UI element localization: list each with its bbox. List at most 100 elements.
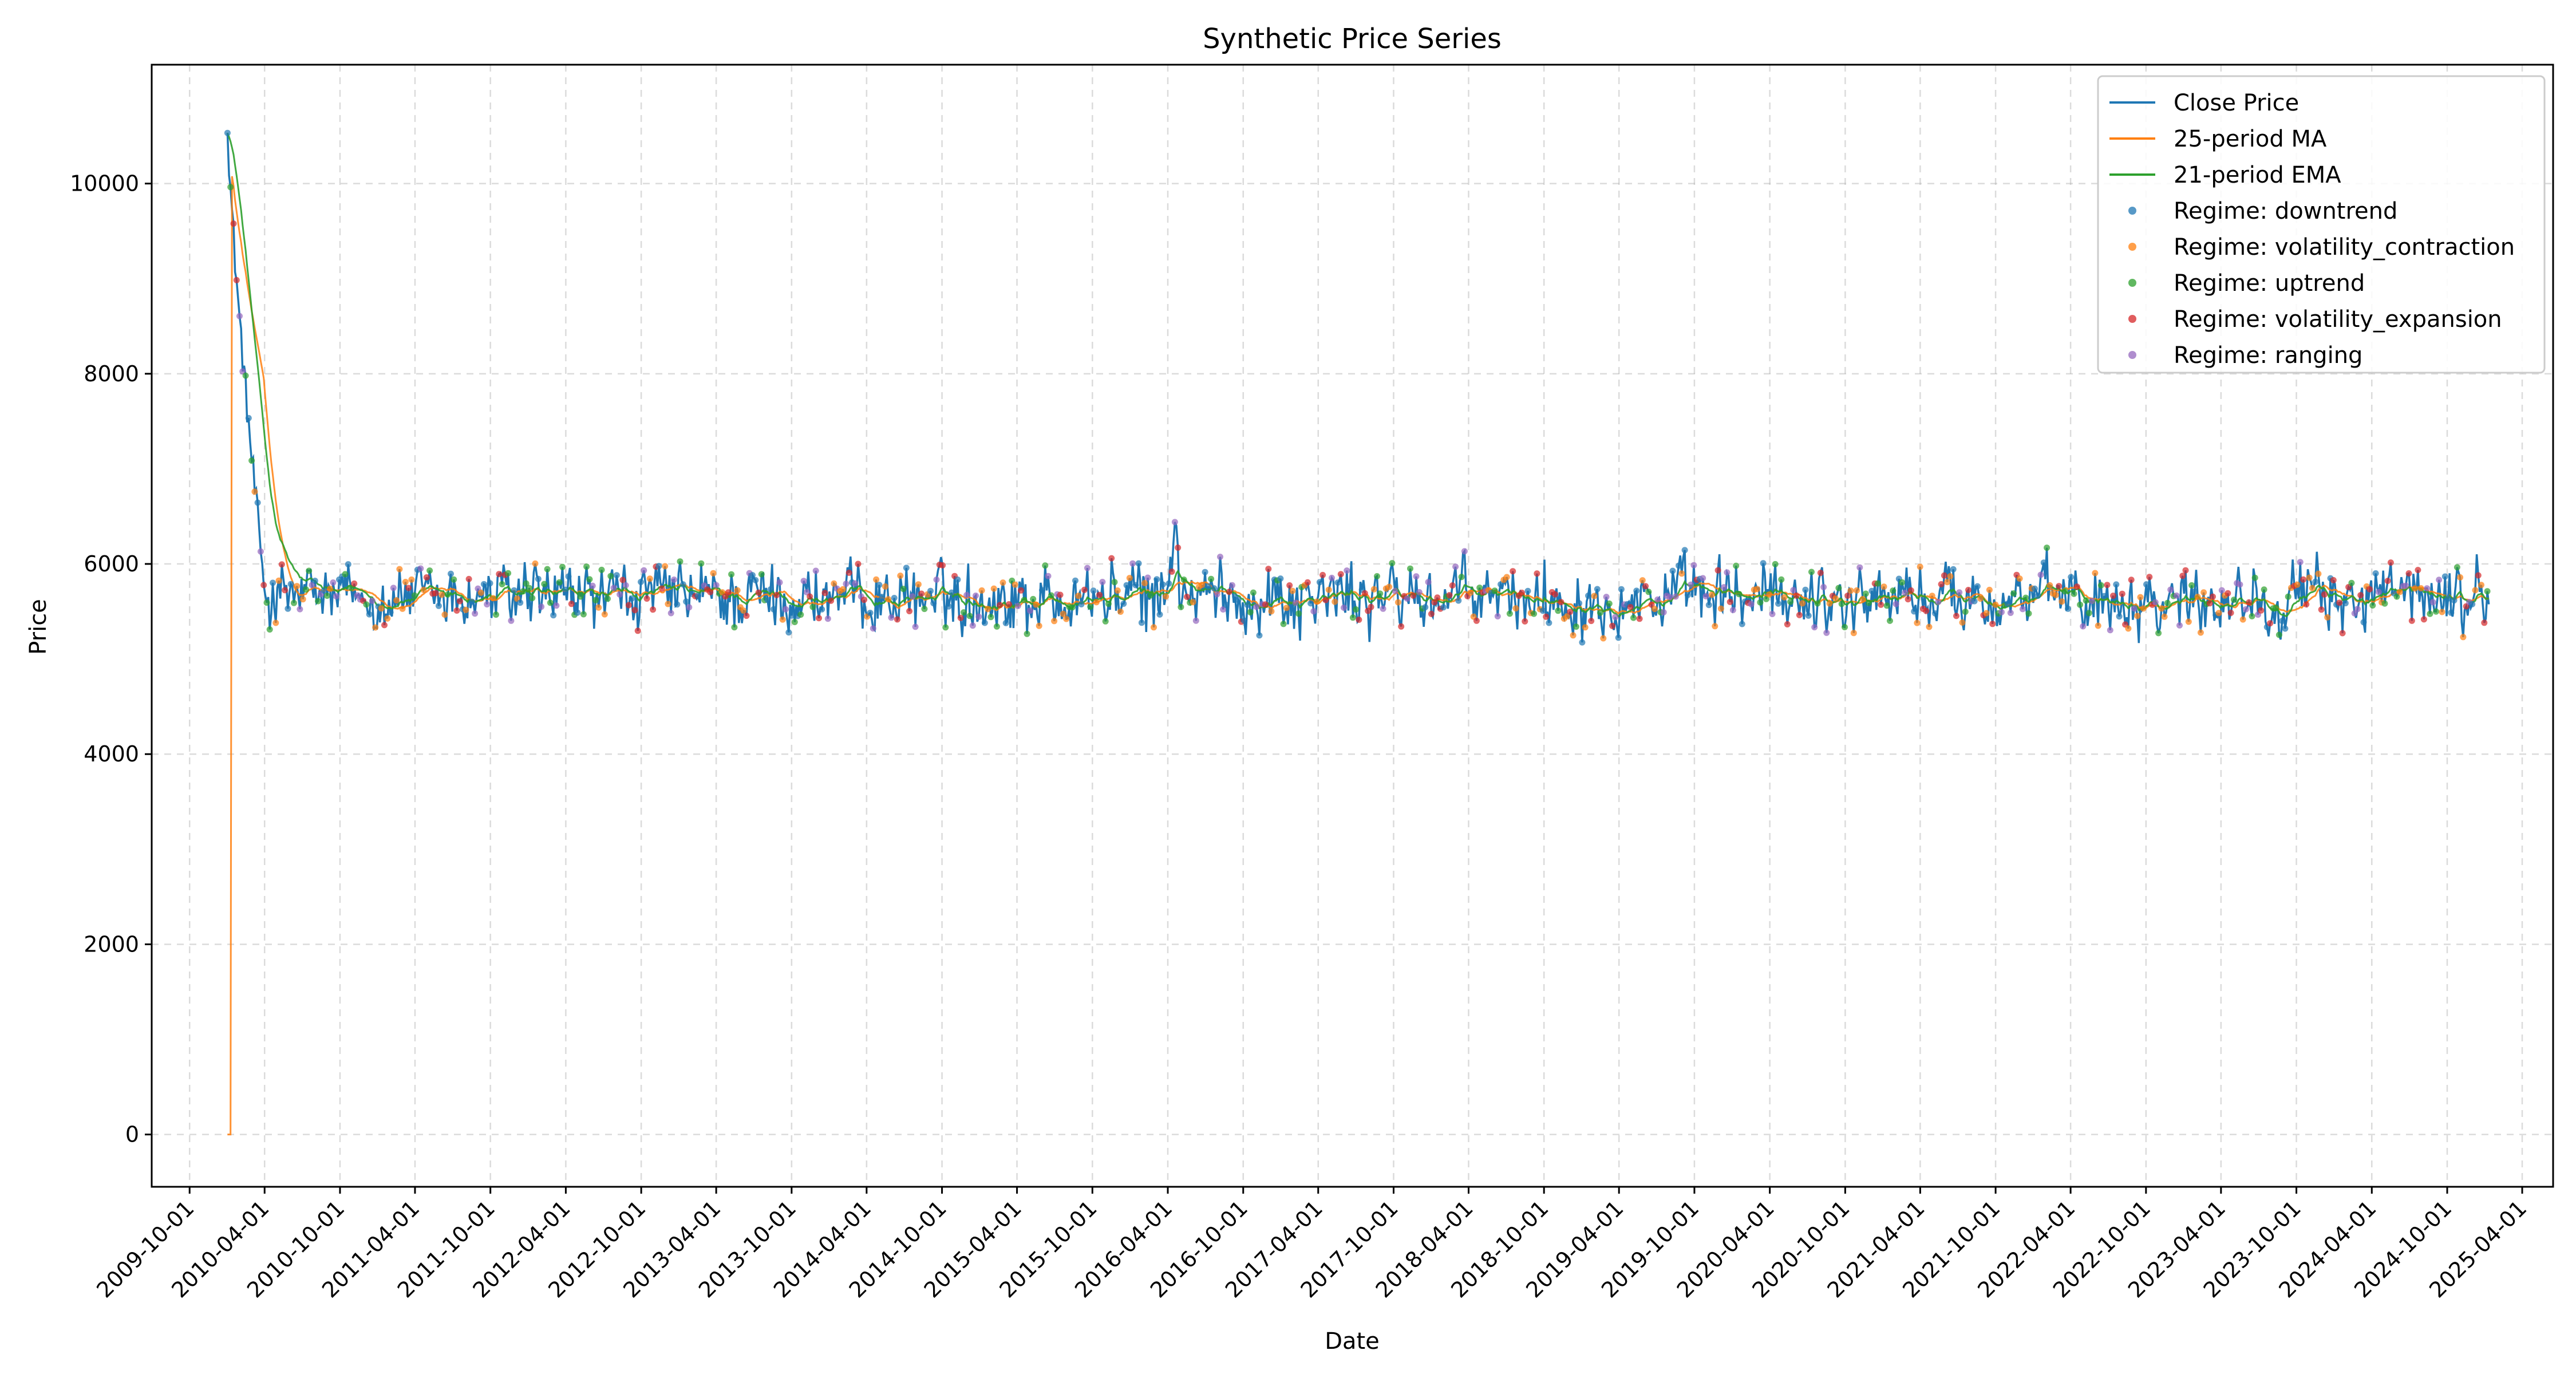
regime-point (444, 591, 451, 598)
regime-point (275, 577, 282, 584)
regime-point (1289, 587, 1296, 594)
regime-point (369, 597, 376, 604)
regime-point (2366, 586, 2373, 593)
regime-point (743, 613, 750, 619)
regime-point (230, 220, 237, 227)
regime-point (927, 587, 934, 594)
regime-point (1591, 593, 1598, 599)
regime-point (1153, 576, 1160, 583)
regime-point (1684, 591, 1691, 598)
regime-point (686, 604, 693, 611)
regime-point (807, 593, 813, 600)
regime-point (1039, 587, 1045, 594)
regime-point (1678, 570, 1685, 577)
regime-point (1506, 610, 1513, 617)
regime-point (999, 579, 1006, 586)
regime-point (1899, 579, 1906, 586)
regime-point (2146, 574, 2153, 581)
regime-point (2429, 599, 2436, 606)
regime-point (526, 585, 532, 591)
regime-point (2439, 609, 2445, 615)
regime-point (1832, 595, 1839, 602)
legend-label: Regime: downtrend (2174, 198, 2397, 224)
regime-point (1199, 582, 1206, 589)
regime-point (1449, 582, 1456, 589)
regime-point (987, 614, 994, 621)
regime-point (1971, 598, 1978, 605)
regime-point (961, 609, 967, 616)
regime-point (299, 596, 306, 603)
regime-point (405, 585, 412, 591)
regime-point (285, 605, 291, 612)
regime-point (1609, 622, 1616, 629)
regime-point (695, 593, 702, 599)
regime-point (1090, 587, 1097, 594)
regime-point (2436, 577, 2443, 583)
legend-box (2097, 75, 2546, 374)
regime-point (2056, 583, 2063, 590)
regime-point (2046, 582, 2053, 589)
regime-point (1380, 605, 1386, 612)
regime-point (1026, 607, 1033, 614)
regime-point (1838, 601, 1845, 607)
regime-point (828, 597, 835, 604)
regime-point (788, 612, 795, 619)
regime-point (1603, 594, 1610, 601)
regime-point (876, 582, 883, 589)
regime-point (1947, 573, 1954, 580)
regime-point (2044, 544, 2050, 551)
regime-point (598, 566, 605, 573)
regime-point (1627, 604, 1634, 610)
regime-point (662, 563, 669, 570)
regime-point (698, 560, 705, 567)
regime-point (1600, 635, 1607, 642)
regime-point (2061, 588, 2068, 595)
regime-point (1754, 586, 1761, 593)
regime-point (1645, 589, 1652, 595)
regime-point (2360, 619, 2367, 626)
regime-point (942, 624, 949, 631)
regime-point (372, 624, 379, 631)
regime-point (1129, 560, 1136, 567)
regime-point (783, 606, 789, 613)
regime-point (224, 129, 231, 136)
regime-point (679, 581, 686, 588)
regime-point (472, 610, 479, 617)
regime-point (1473, 617, 1480, 624)
regime-point (2080, 623, 2087, 630)
regime-point (1856, 564, 1863, 571)
regime-point (1510, 568, 1516, 575)
regime-point (2227, 610, 2234, 616)
regime-point (1283, 605, 1290, 611)
regime-point (1612, 614, 1619, 621)
regime-point (2110, 593, 2116, 599)
regime-point (1503, 574, 1510, 581)
regime-point (631, 607, 638, 614)
regime-point (1244, 602, 1251, 608)
regime-point (966, 613, 973, 619)
regime-point (954, 576, 961, 583)
regime-point (2237, 581, 2243, 588)
regime-point (1597, 609, 1603, 616)
regime-point (432, 590, 439, 597)
regime-point (912, 623, 919, 630)
regime-point (1790, 587, 1797, 594)
regime-point (1669, 567, 1676, 574)
regime-point (2246, 599, 2253, 606)
regime-point (622, 582, 629, 589)
regime-point (1416, 589, 1423, 595)
regime-point (1356, 617, 1362, 623)
regime-point (586, 576, 593, 583)
regime-point (2472, 587, 2479, 594)
regime-point (517, 599, 524, 606)
regime-point (1564, 613, 1571, 620)
regime-point (840, 586, 847, 593)
regime-point (2318, 606, 2325, 613)
regime-point (1138, 619, 1145, 626)
regime-point (441, 611, 448, 618)
regime-point (245, 414, 252, 421)
regime-point (740, 607, 747, 614)
regime-point (333, 593, 339, 599)
regime-point (484, 601, 491, 608)
regime-point (1907, 587, 1914, 594)
